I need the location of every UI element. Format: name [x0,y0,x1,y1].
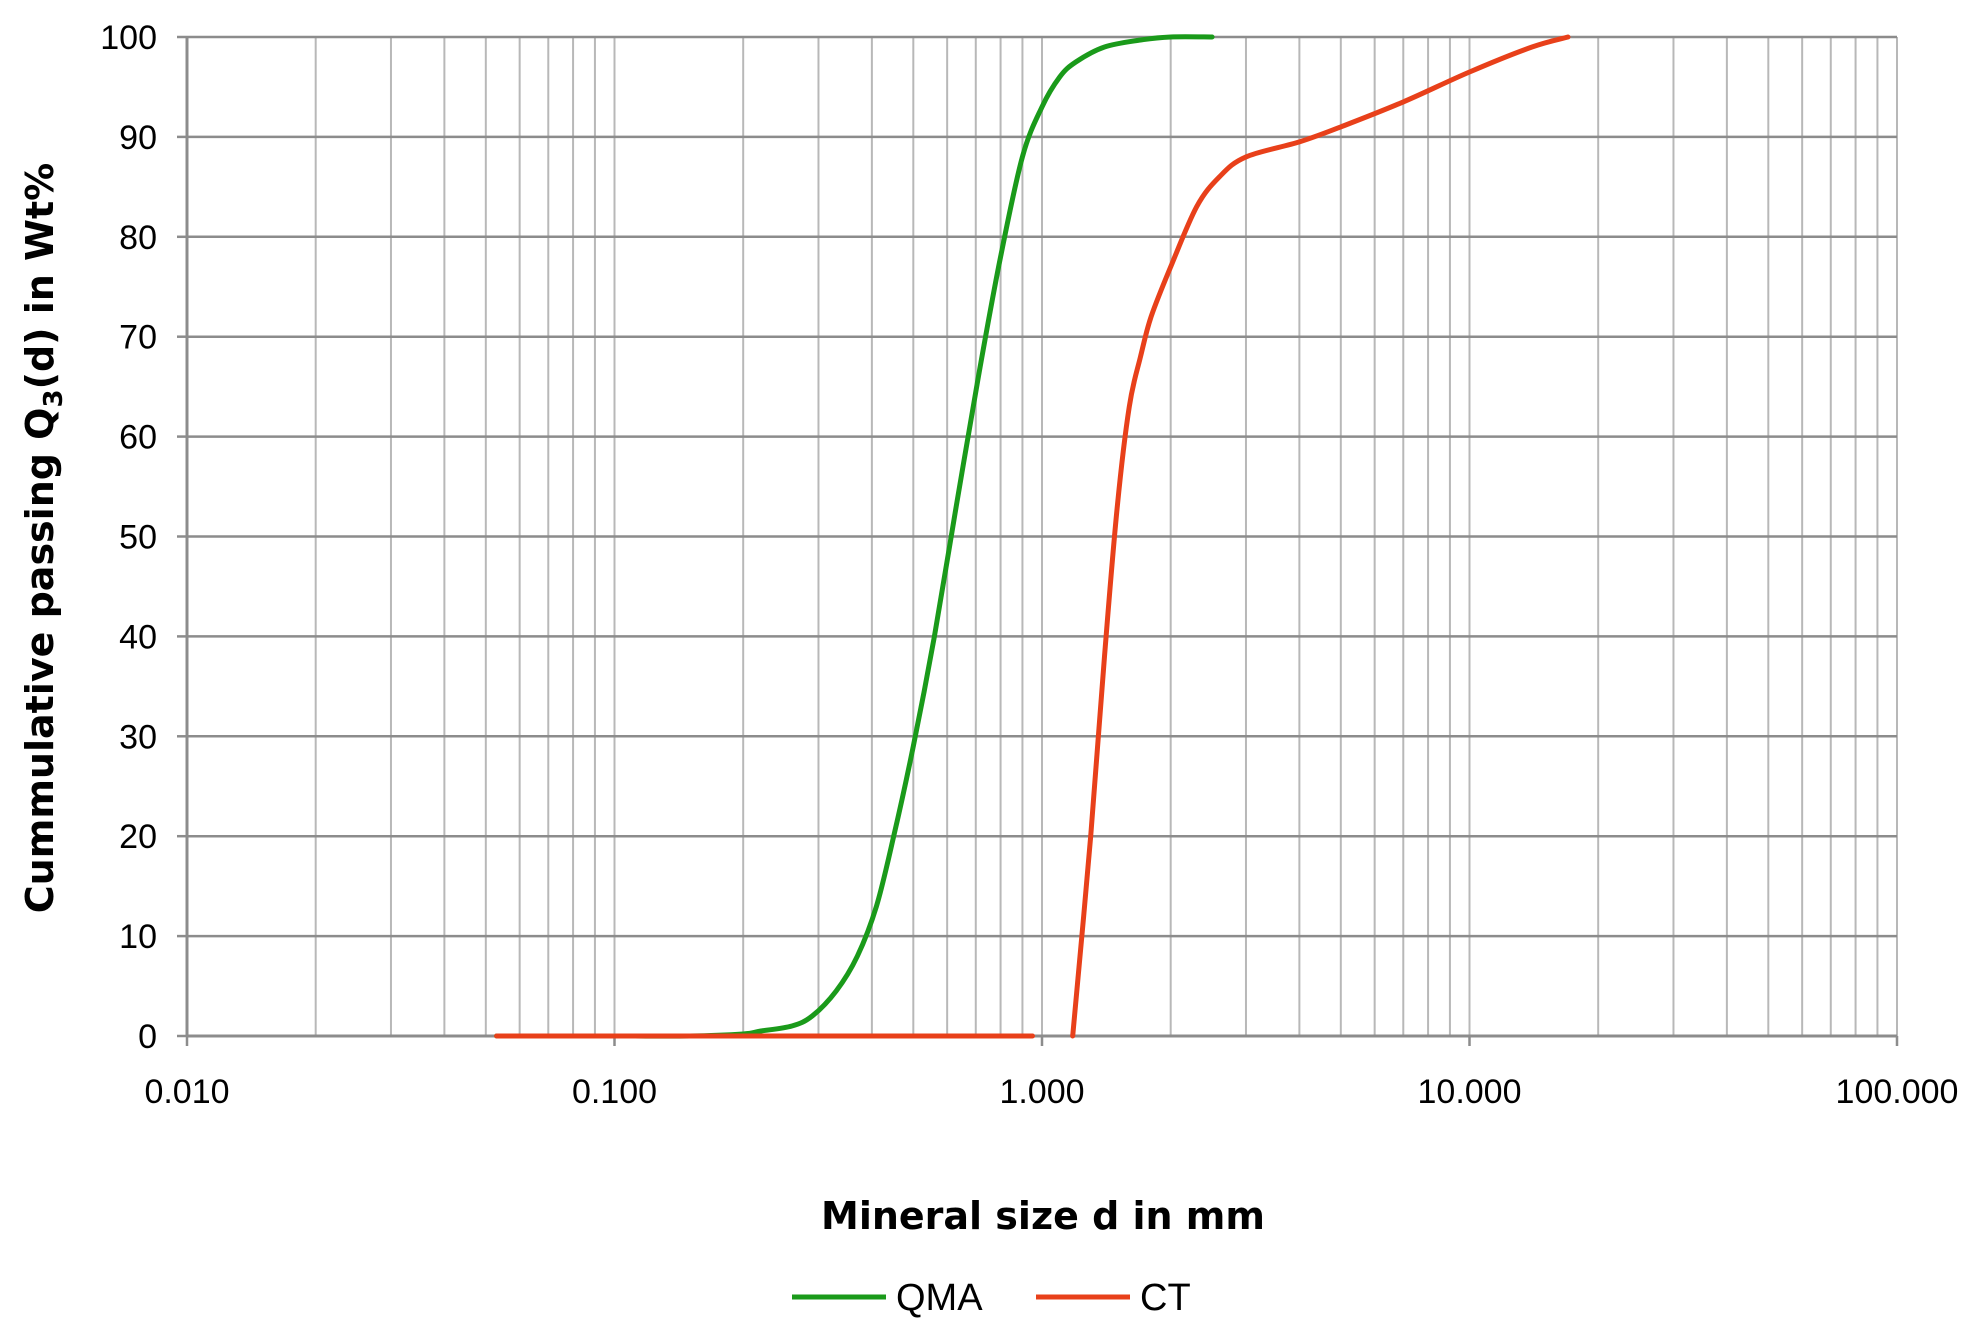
x-tick-label: 1.000 [999,1073,1084,1111]
y-tick-label: 100 [100,19,157,57]
y-tick-label: 50 [119,519,157,557]
y-tick-label: 10 [119,918,157,956]
x-tick-label: 10.000 [1418,1073,1522,1111]
y-tick-label: 20 [119,818,157,856]
y-tick-label: 90 [119,119,157,157]
y-axis-title-main: Cummulative passing Q [18,408,62,914]
grid-lines [187,35,1898,1036]
y-tick-label: 80 [119,219,157,257]
y-axis-title-tail: (d) in Wt% [18,163,62,390]
y-tick-label: 0 [138,1018,157,1056]
data-series [494,34,1571,1039]
y-axis-title-subscript: 3 [39,389,69,407]
y-tick-label: 40 [119,618,157,656]
x-tick-label: 100.000 [1836,1073,1959,1111]
legend-label-qma: QMA [896,1277,983,1319]
y-axis-title: Cummulative passing Q3(d) in Wt% [18,163,69,913]
tick-labels: 0 10 20 30 40 50 60 70 80 90 100 0.010 0.100 1.000 10.… [100,19,1958,1111]
y-tick-label: 70 [119,319,157,357]
axes [177,35,1899,1046]
x-tick-label: 0.100 [572,1073,657,1111]
legend-label-ct: CT [1140,1277,1191,1319]
legend: QMA CT [792,1277,1191,1319]
y-tick-label: 60 [119,419,157,457]
x-tick-label: 0.010 [144,1073,229,1111]
x-axis-title: Mineral size d in mm [821,1194,1265,1238]
series-line-ct-2 [1070,34,1571,1039]
series-line-qma-0 [494,34,1215,1039]
y-tick-label: 30 [119,718,157,756]
